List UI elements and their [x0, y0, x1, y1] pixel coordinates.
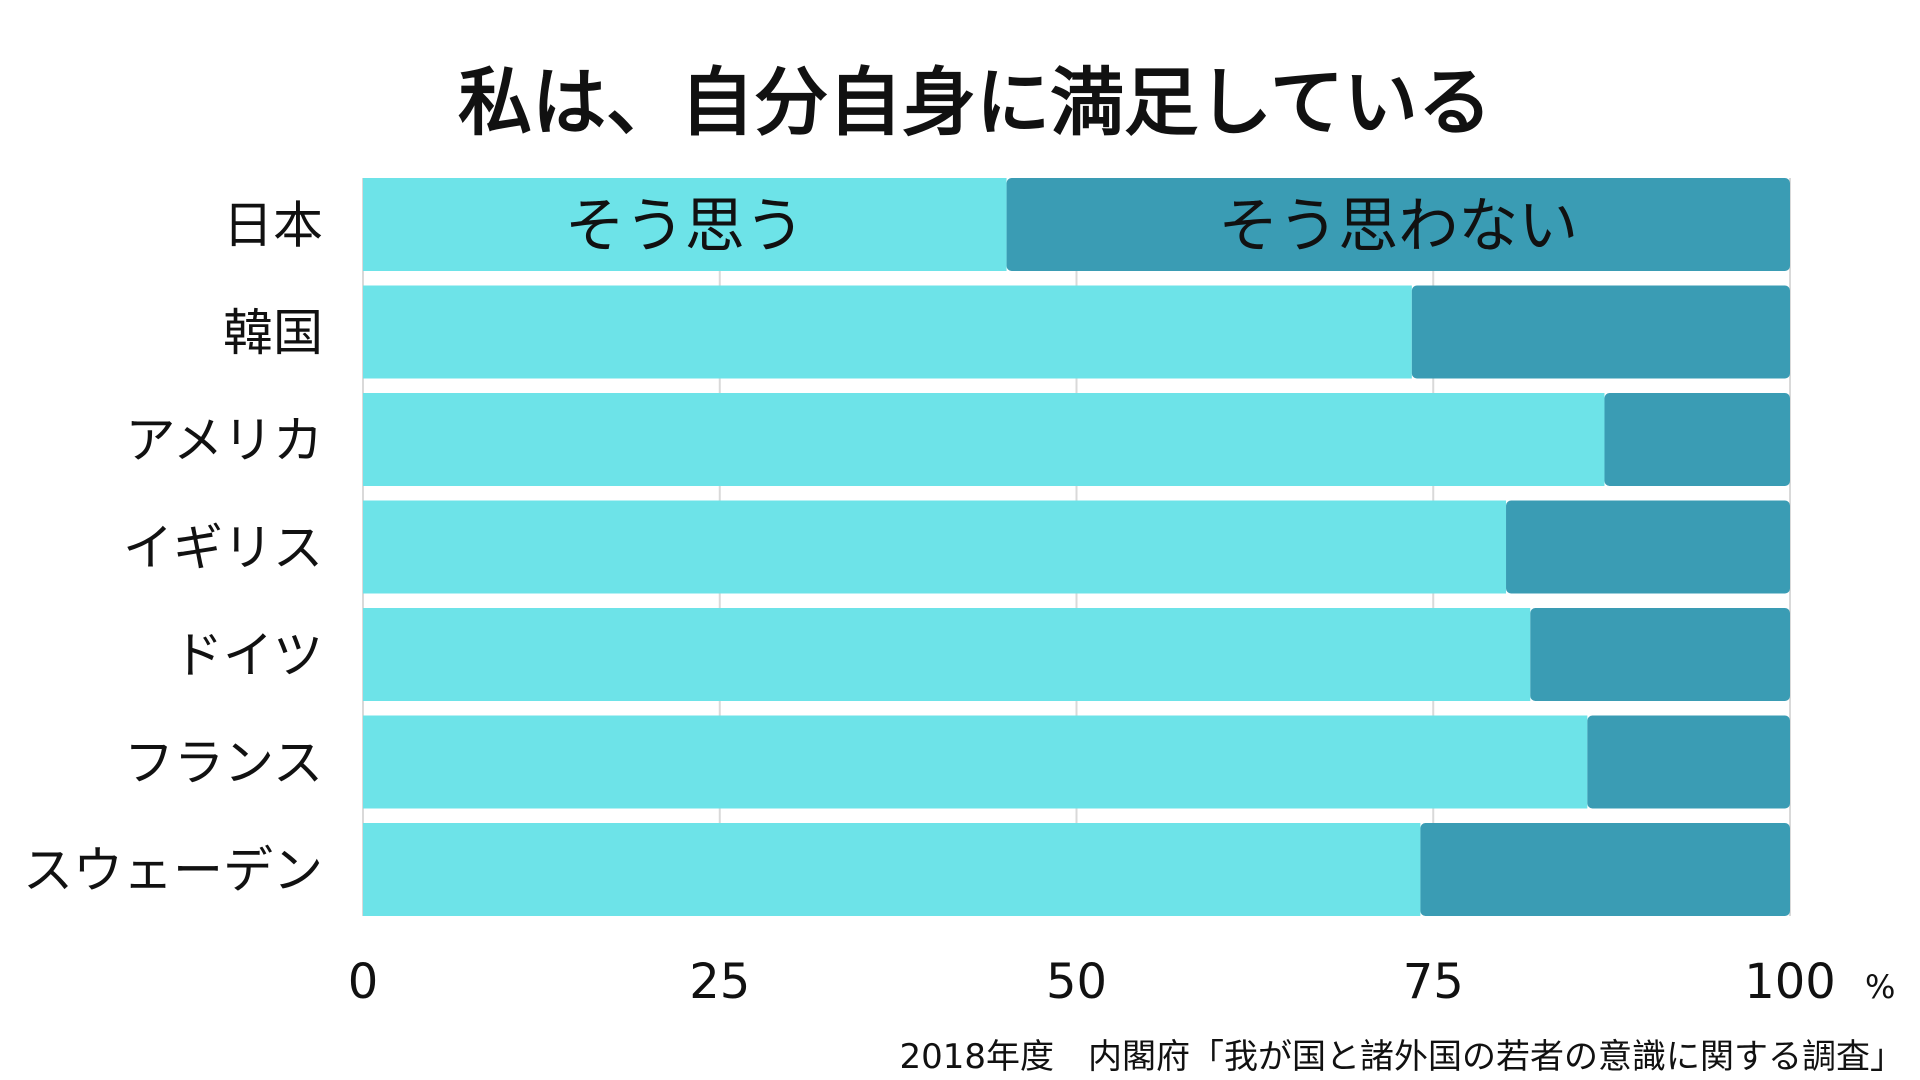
- bar-segment: [1604, 393, 1790, 486]
- bar-segment: [363, 178, 1007, 271]
- bars: [363, 178, 1790, 916]
- bar-segment: [363, 608, 1531, 701]
- bar-segment: [363, 393, 1605, 486]
- x-tick-label: 100: [1744, 954, 1836, 1010]
- x-tick-label: 75: [1403, 954, 1464, 1010]
- bar-segment: [363, 823, 1421, 916]
- chart-title: 私は、自分自身に満足している: [458, 60, 1492, 146]
- bar-segment: [1006, 178, 1790, 271]
- x-tick-label: 25: [689, 954, 750, 1010]
- category-label: アメリカ: [126, 412, 324, 470]
- bar-segment: [1411, 285, 1790, 379]
- x-unit-label: %: [1865, 968, 1895, 1006]
- legend-label: そう思う: [565, 192, 805, 262]
- bar-segment: [1587, 715, 1790, 809]
- x-tick-label: 0: [348, 954, 379, 1010]
- legend-label: そう思わない: [1218, 192, 1578, 262]
- category-label: イギリス: [123, 519, 323, 577]
- legend: そう思う そう思わない: [565, 192, 1578, 262]
- bar-segment: [1530, 608, 1790, 701]
- category-label: ドイツ: [173, 627, 323, 685]
- bar-segment: [1420, 823, 1790, 916]
- category-label: 日本: [223, 197, 323, 255]
- source-note: 2018年度 内閣府「我が国と諸外国の若者の意識に関する調査」: [899, 1037, 1904, 1077]
- category-label: 韓国: [223, 304, 323, 362]
- x-tick-label: 50: [1046, 954, 1107, 1010]
- bar-segment: [363, 715, 1588, 809]
- category-label: スウェーデン: [23, 842, 323, 900]
- bar-segment: [363, 500, 1507, 594]
- bar-segment: [363, 285, 1412, 379]
- category-label: フランス: [124, 734, 323, 792]
- x-tick-labels: 0 25 50 75 100%: [348, 954, 1896, 1010]
- bar-segment: [1506, 500, 1790, 594]
